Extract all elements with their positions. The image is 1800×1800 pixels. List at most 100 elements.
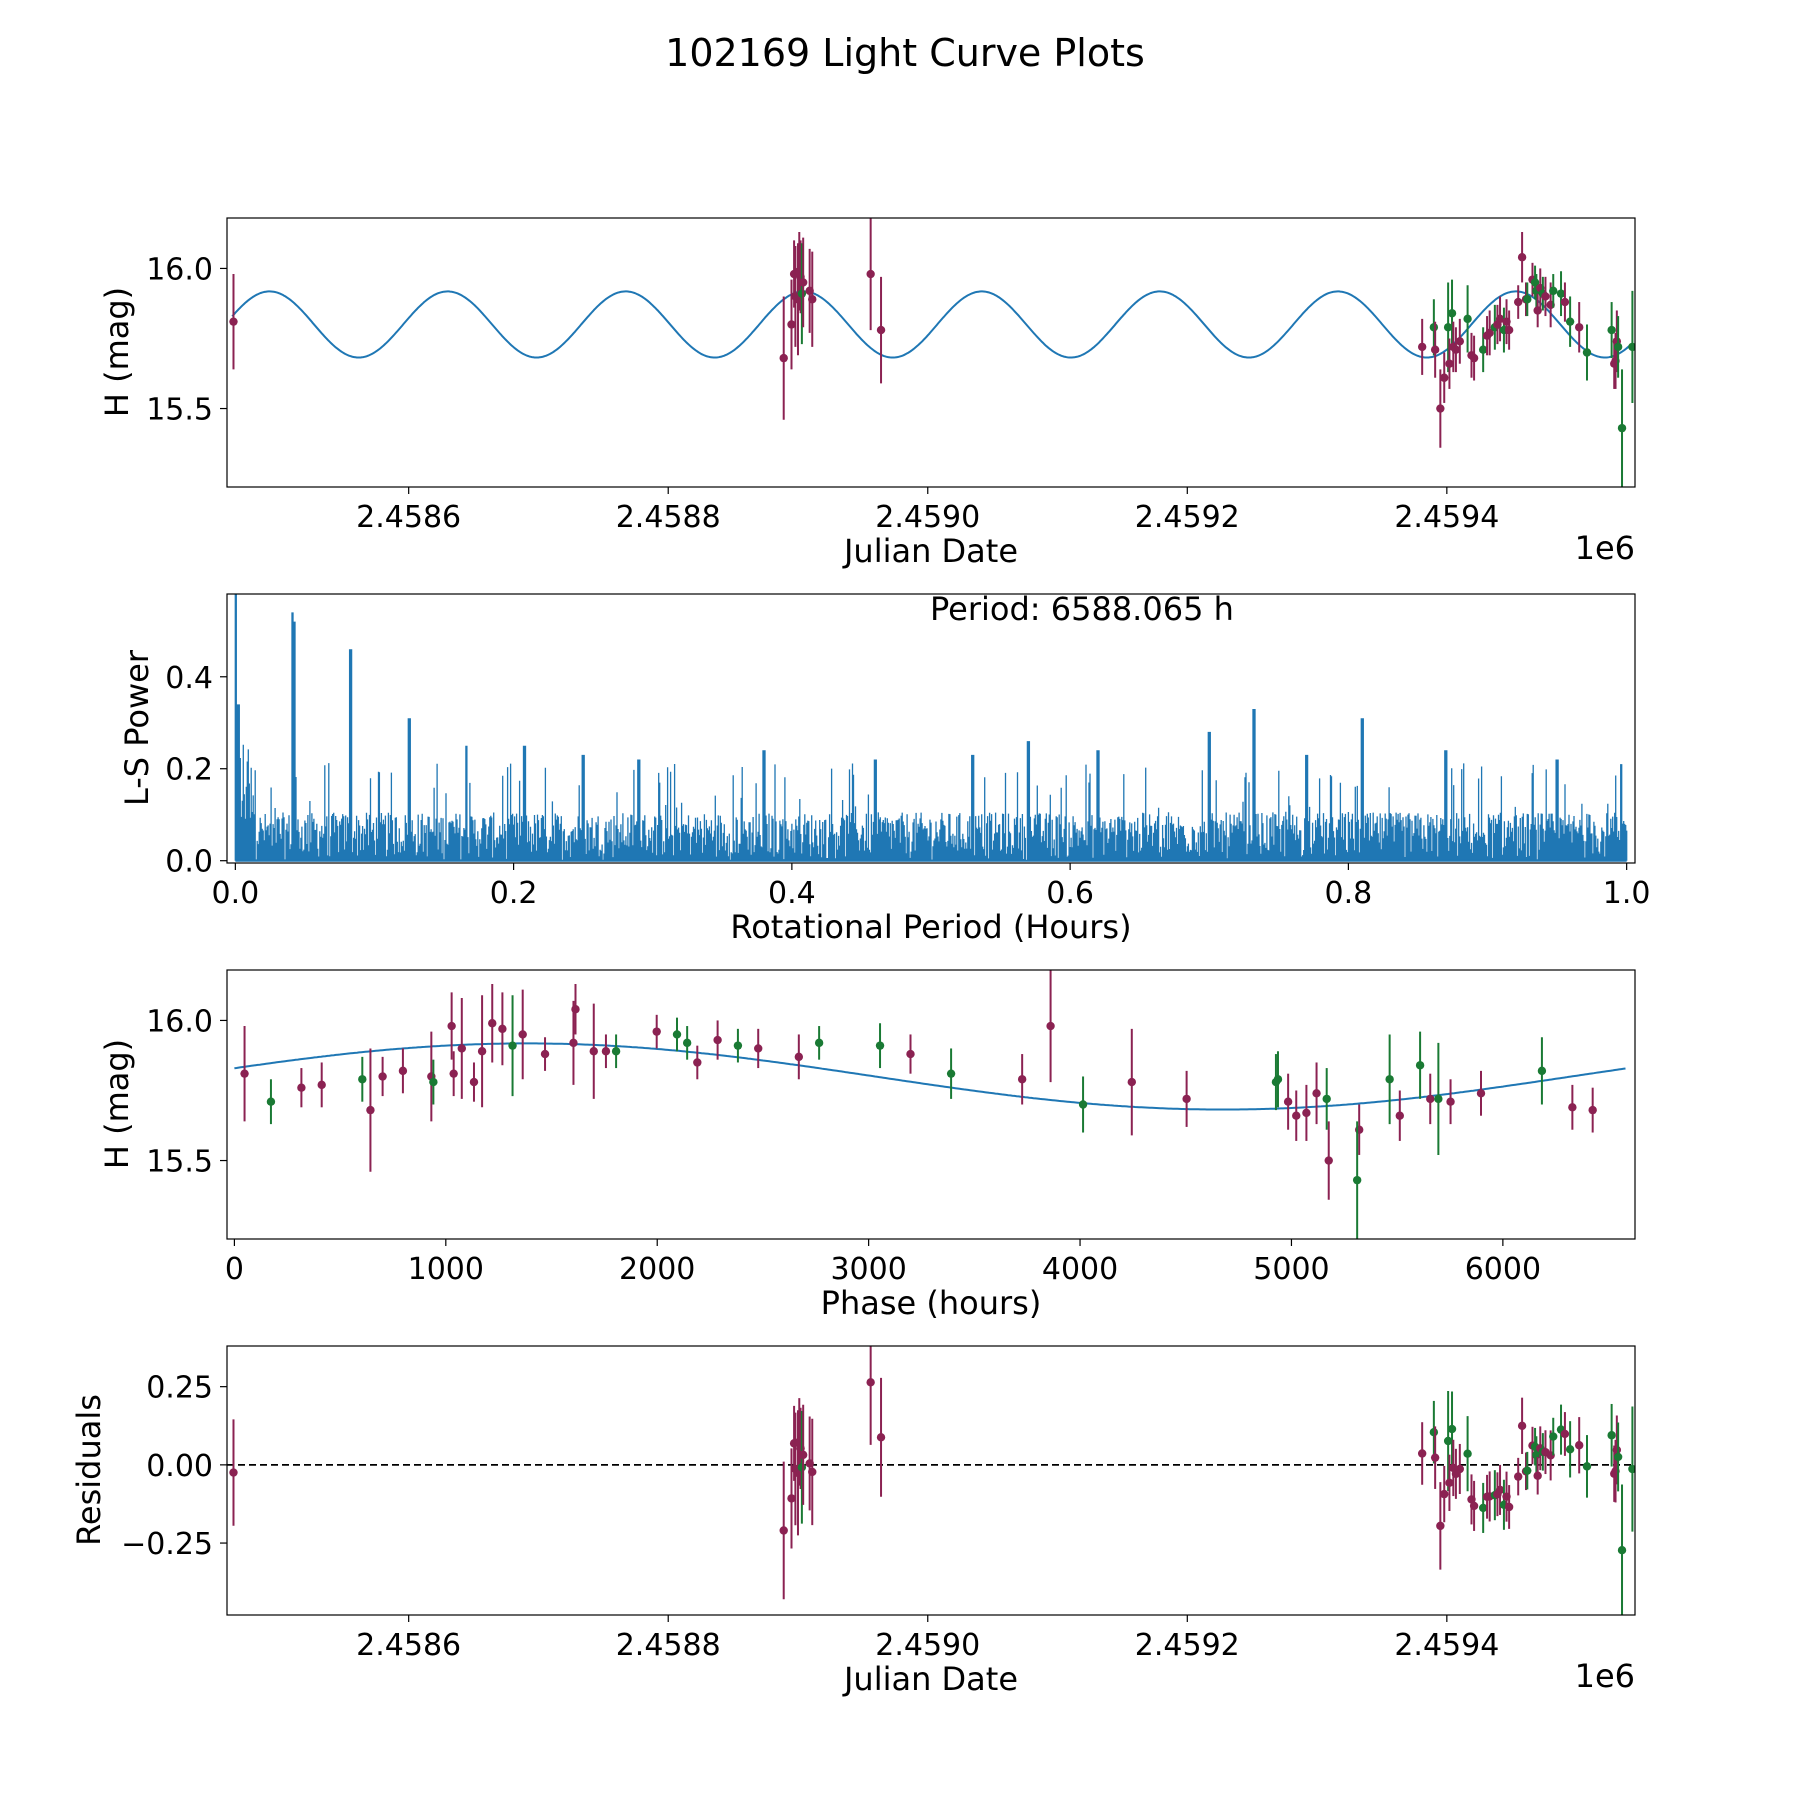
phased-observation-point [1352,1175,1362,1185]
residuals-xlabel: Julian Date [842,1660,1018,1698]
observation-point [787,320,796,329]
phased-observation-point [366,1105,375,1115]
residual-point [1443,1436,1453,1446]
observation-point [1445,359,1454,368]
residual-point [1533,1471,1542,1480]
lightcurve-xlabel: Julian Date [842,532,1018,570]
observation-point [1607,325,1616,335]
x-tick-label: 0.0 [211,876,259,911]
x-tick-label: 4000 [1042,1252,1118,1287]
y-tick-label: 0.25 [146,1371,213,1406]
residual-point [1495,1485,1505,1495]
residuals-plot-area [227,1346,1635,1615]
phased-marks [234,970,1626,1239]
observation-point [797,289,807,298]
residual-point [1523,1466,1532,1475]
residual-point [1514,1472,1523,1481]
residual-point [1463,1449,1472,1458]
phased-plot-area [234,970,1626,1239]
x-tick-label: 2000 [619,1252,695,1287]
x-tick-label: 0.2 [490,876,538,911]
lightcurve-plot-area [229,218,1635,487]
phased-observation-point [733,1041,743,1050]
residual-point [1560,1429,1570,1439]
y-tick-label: 0.0 [165,845,213,880]
x-tick-label: 0.4 [768,876,816,911]
y-tick-label: 16.0 [146,252,213,287]
phased-observation-point [1017,1075,1027,1084]
phased-observation-point [1271,1077,1281,1087]
phased-observation-point [1395,1111,1404,1120]
ls-power-line [234,594,1628,861]
phased-observation-point [1588,1105,1597,1115]
observation-point [1429,323,1439,332]
lightcurve-marks [229,218,1635,487]
phased-observation-point [1046,1021,1055,1031]
lightcurve-panel: 2.4586 2.4588 2.4590 2.4592 2.4594 15.5 16.0 J… [98,217,1636,570]
observation-point [1613,342,1623,352]
phased-observation-point [1324,1156,1333,1165]
phased-observation-point [449,1069,458,1078]
residual-point [1436,1521,1445,1531]
observation-point [1565,317,1575,326]
x-tick-label: 6000 [1465,1252,1541,1287]
observation-point [1617,423,1627,433]
phased-observation-point [589,1047,598,1056]
observation-point [1514,297,1523,307]
observation-point [1574,323,1584,332]
residual-point [1628,1464,1635,1474]
phased-observation-point [429,1077,438,1087]
observation-point [1417,342,1427,352]
residuals-marks [227,1346,1635,1615]
phased-observation-point [540,1049,550,1059]
phased-frame [226,969,1636,1240]
observation-point [1560,297,1570,307]
residuals-offset-label: 1e6 [1575,1657,1635,1695]
observation-point [798,278,808,287]
residual-point [808,1467,817,1477]
x-tick-label: 2.4590 [875,1628,980,1663]
residual-point [1417,1449,1427,1458]
phased-observation-point [814,1038,824,1048]
lightcurve-frame [226,217,1636,488]
phased-xlabel: Phase (hours) [821,1284,1042,1322]
phased-observation-point [1078,1100,1088,1109]
phased-observation-point [1434,1094,1443,1104]
phased-observation-point [693,1058,702,1067]
residual-point [798,1450,808,1460]
residuals-ylabel: Residuals [70,1394,108,1546]
phased-panel: 0 1000 2000 3000 4000 5000 6000 15.5 16.0 Phase … [98,969,1636,1322]
x-tick-label: 1000 [408,1252,484,1287]
phased-observation-point [297,1083,306,1092]
phased-observation-point [1302,1108,1311,1118]
observation-point [1447,309,1457,318]
observation-point [1478,345,1488,354]
periodogram-frame [226,593,1636,864]
y-tick-label: 16.0 [146,1004,213,1039]
residual-point [1469,1501,1479,1511]
x-tick-label: 2.4592 [1135,500,1240,535]
phased-observation-point [1426,1094,1435,1104]
figure-title: 102169 Light Curve Plots [665,31,1145,75]
residual-point [866,1378,875,1387]
phased-observation-point [601,1047,611,1056]
phased-observation-point [875,1041,885,1050]
phased-observation-point [378,1072,387,1081]
phased-observation-point [1568,1103,1577,1112]
phased-observation-point [713,1035,722,1045]
lightcurve-offset-label: 1e6 [1575,529,1635,567]
observation-point [1495,314,1505,324]
residuals-panel: 2.4586 2.4588 2.4590 2.4592 2.4594 0.25 0.00 −0… [70,1345,1636,1698]
y-tick-label: 0.4 [165,661,213,696]
residual-point [229,1468,238,1477]
x-tick-label: 2.4586 [356,1628,461,1663]
phased-observation-point [469,1077,479,1087]
x-tick-label: 2.4594 [1394,500,1499,535]
periodogram-ticks: 0.0 0.2 0.4 0.6 0.8 1.0 0.0 0.2 0.4 [165,661,1650,911]
periodogram-xlabel: Rotational Period (Hours) [730,908,1131,946]
phased-observation-point [906,1049,915,1059]
x-tick-label: 2.4590 [875,500,980,535]
residual-point [787,1494,796,1503]
phased-observation-point [358,1075,367,1084]
y-tick-label: 0.00 [146,1449,213,1484]
